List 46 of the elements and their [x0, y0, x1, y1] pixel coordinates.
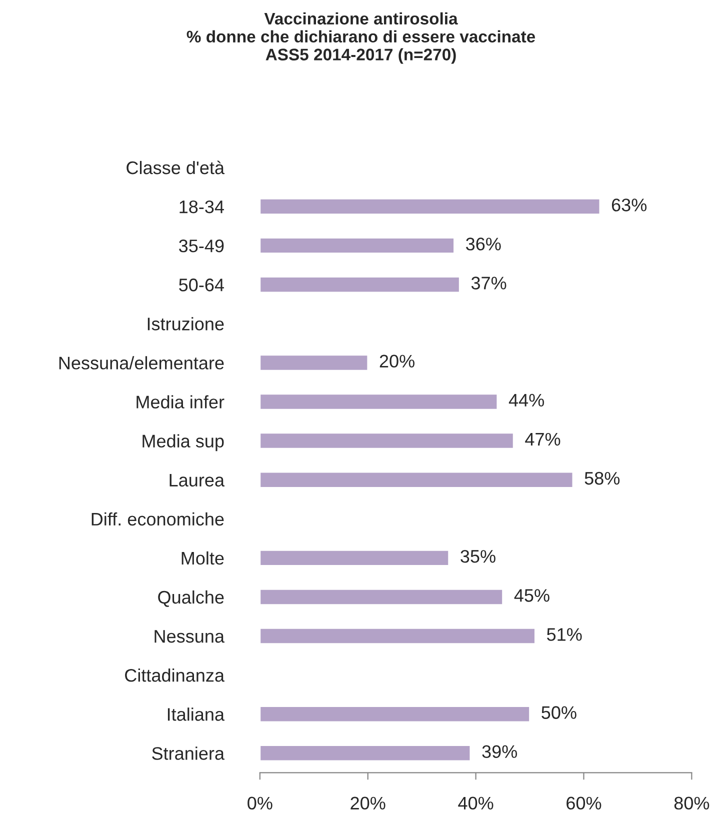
- y-tick-label: 35-49: [179, 240, 224, 252]
- x-tick-label: 0%: [248, 796, 272, 810]
- bar: [260, 276, 460, 294]
- y-tick-label: Nessuna/elementare: [59, 356, 224, 370]
- bar: [260, 432, 514, 450]
- y-tick-label: Media infer: [136, 395, 224, 408]
- bar: [260, 471, 574, 488]
- data-label: 45%: [514, 589, 550, 602]
- bar: [260, 549, 450, 566]
- data-label: 50%: [542, 706, 576, 719]
- bar: [260, 237, 455, 254]
- y-tick-label: Straniera: [152, 746, 225, 760]
- y-tick-label: Qualche: [158, 590, 224, 607]
- bar: [260, 354, 369, 372]
- data-label: 63%: [612, 198, 647, 212]
- bar: [260, 628, 536, 645]
- x-tick-label: 20%: [350, 796, 386, 810]
- y-tick-label: Diff. economiche: [92, 512, 224, 526]
- data-label: 58%: [584, 472, 620, 485]
- y-tick-label: Molte: [182, 551, 224, 565]
- data-label: 51%: [547, 628, 582, 641]
- bar: [260, 744, 472, 762]
- y-tick-label: Media sup: [142, 434, 224, 452]
- y-tick-label: Laurea: [170, 474, 225, 487]
- y-tick-label: Classe d'età: [126, 160, 225, 174]
- y-tick-label: Istruzione: [148, 317, 224, 330]
- bar: [260, 588, 504, 606]
- data-label: 35%: [460, 550, 496, 563]
- y-tick-label: 18-34: [180, 200, 224, 214]
- data-label: 37%: [471, 276, 506, 290]
- y-tick-label: Cittadinanza: [125, 668, 225, 682]
- y-tick-label: Italiana: [168, 708, 225, 721]
- data-label: 47%: [525, 432, 560, 446]
- x-tick-label: 80%: [674, 796, 710, 810]
- x-tick-label: 60%: [566, 796, 602, 810]
- y-tick-label: Nessuna: [154, 630, 225, 643]
- bar: [260, 198, 601, 216]
- bar: [260, 393, 498, 410]
- y-tick-label: 50-64: [179, 278, 224, 292]
- data-label: 39%: [482, 745, 518, 758]
- data-label: 20%: [380, 354, 414, 368]
- chart-title: Vaccinazione antirosolia % donne che dichiarano di essere vaccinate ASS5 2014-2017 (n=270): [186, 12, 536, 64]
- bar: [260, 706, 530, 723]
- x-tick-label: 40%: [458, 796, 494, 810]
- data-label: 36%: [466, 238, 501, 250]
- data-label: 44%: [508, 394, 544, 407]
